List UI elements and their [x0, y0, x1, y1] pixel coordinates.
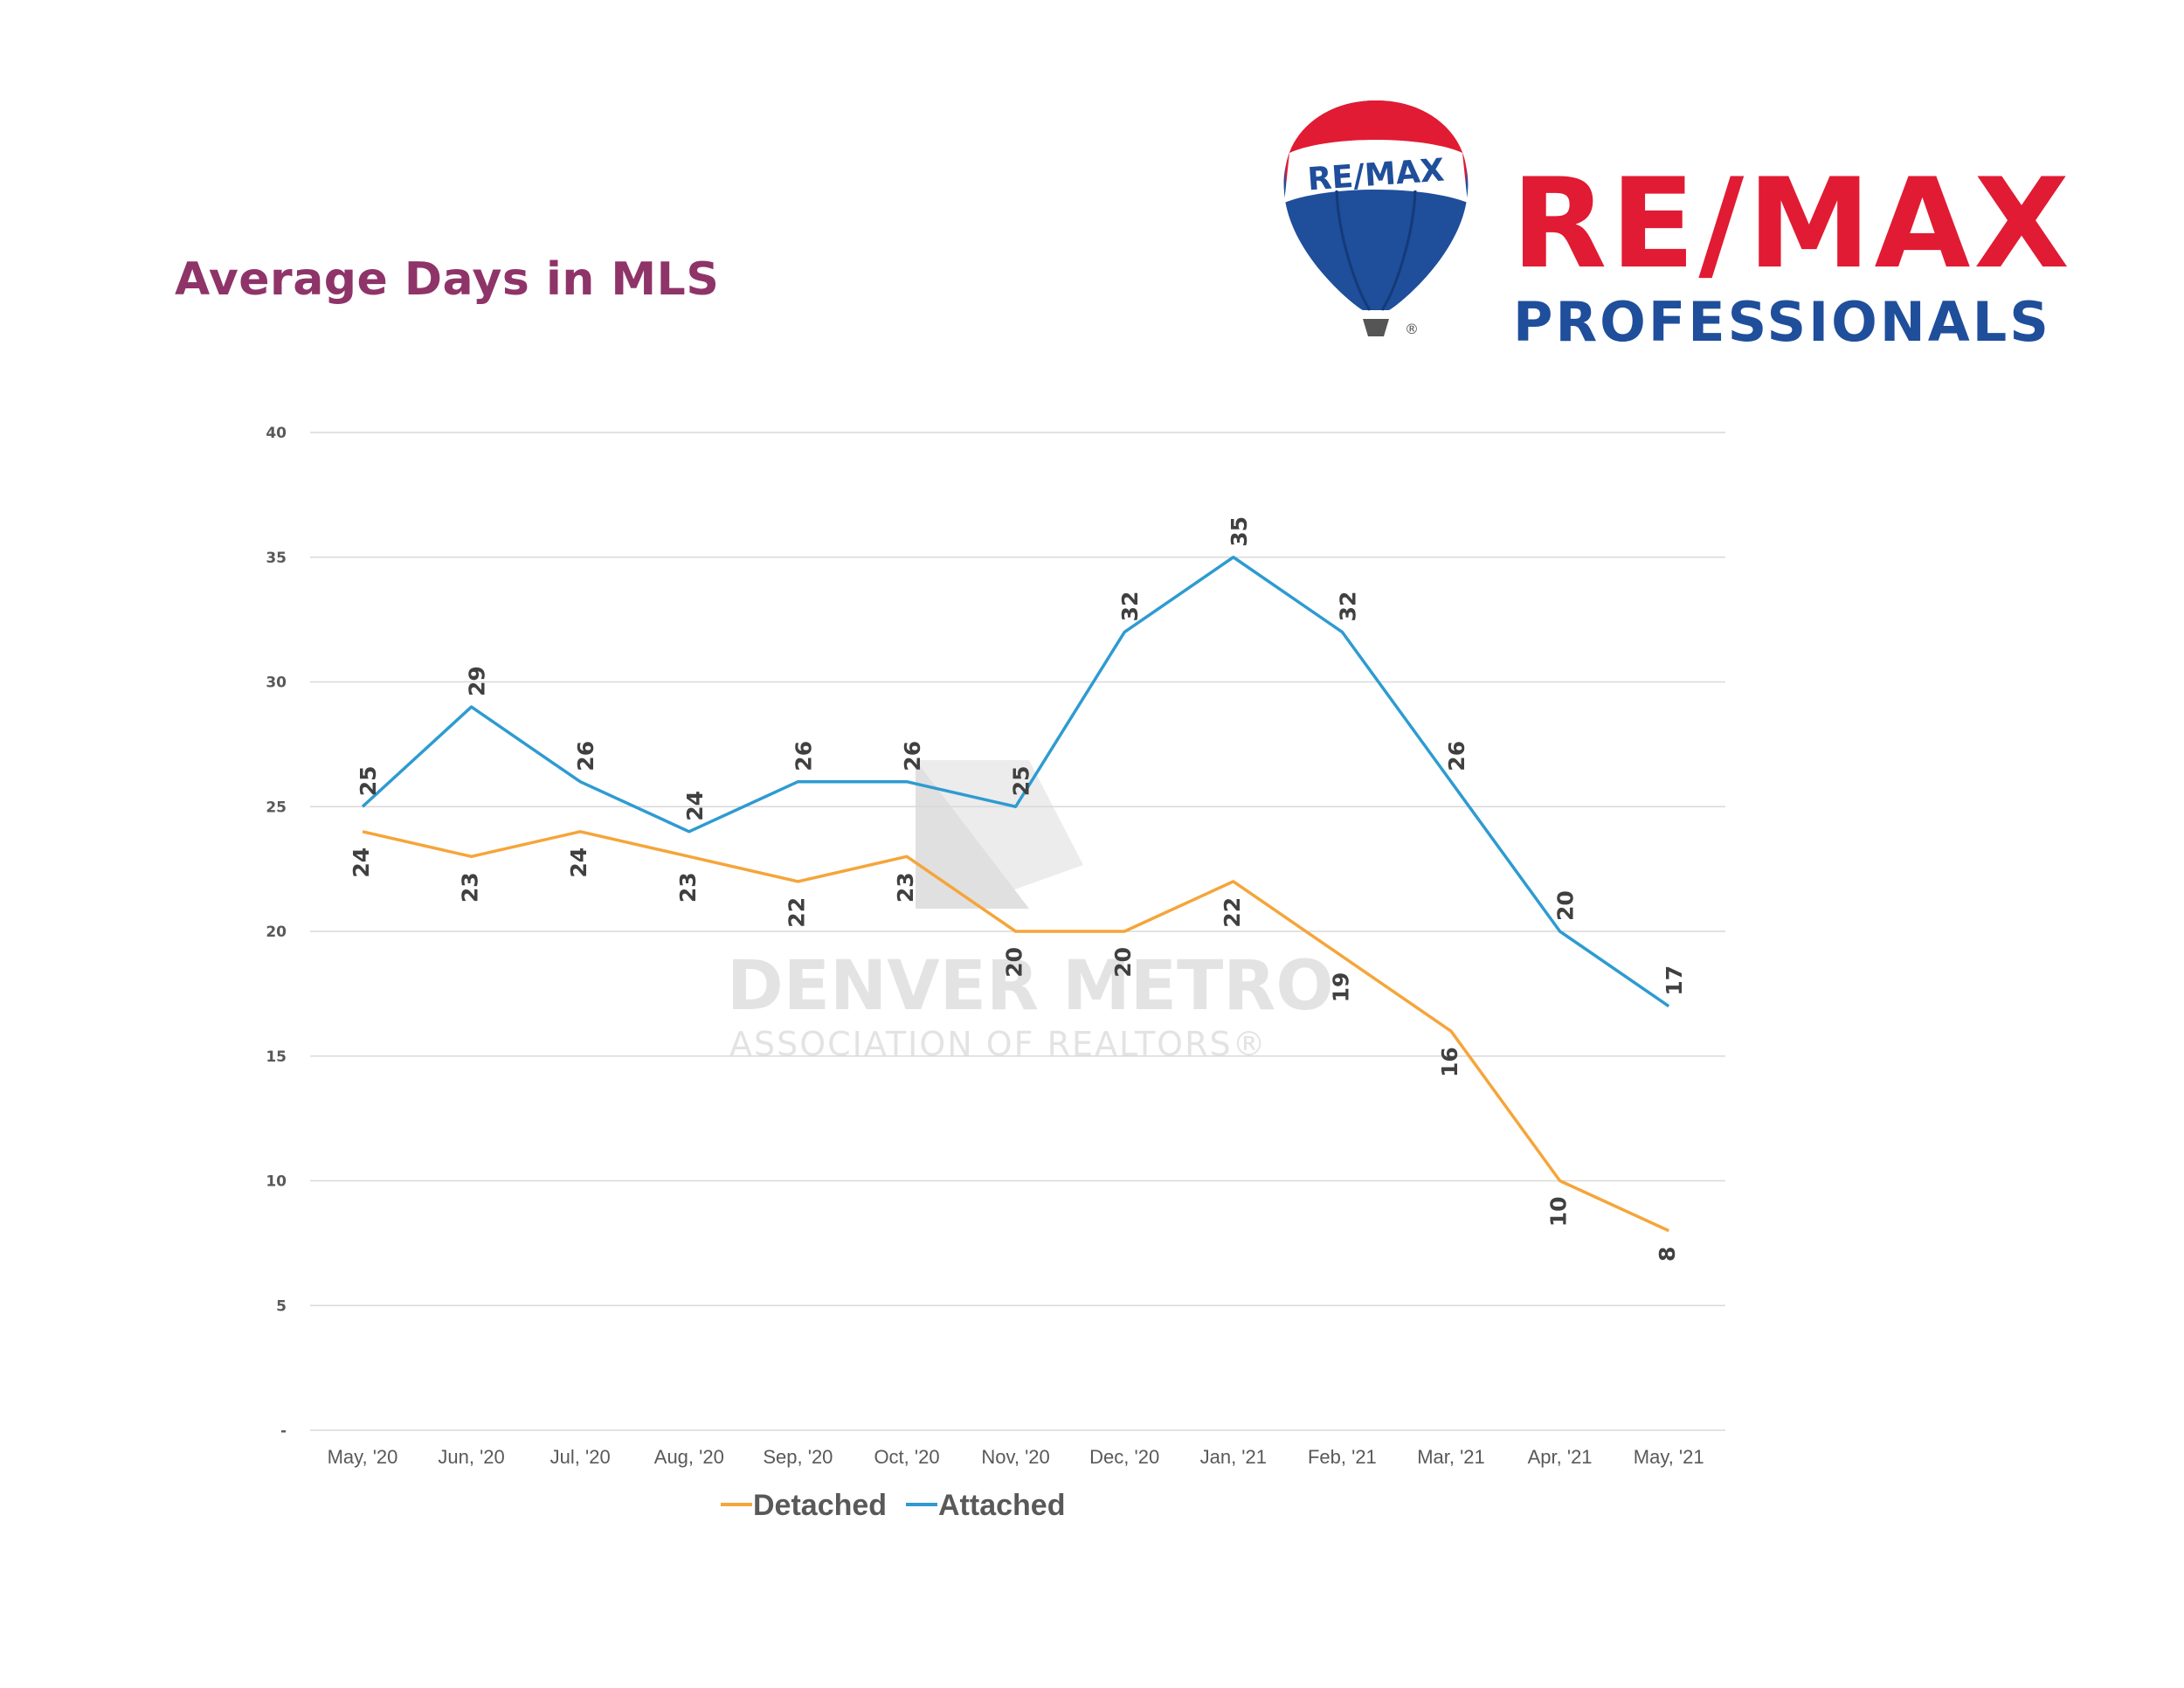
y-tick-label: 25	[266, 799, 287, 816]
watermark-title: DENVER METRO	[727, 947, 1334, 1026]
y-tick-label: 40	[266, 425, 287, 442]
remax-logo: RE/MAX ® RE/MAX PROFESSIONALS	[1283, 100, 2073, 349]
x-tick-label: Dec, '20	[1089, 1446, 1159, 1468]
data-label-detached: 24	[566, 847, 591, 878]
data-label-attached: 26	[900, 741, 925, 771]
y-tick-label: 10	[266, 1173, 287, 1191]
data-label-attached: 35	[1227, 516, 1252, 547]
watermark-subtitle: ASSOCIATION OF REALTORS®	[729, 1025, 1268, 1063]
data-label-attached: 25	[356, 765, 381, 796]
x-tick-label: Jul, '20	[550, 1446, 611, 1468]
data-label-detached: 20	[1002, 947, 1027, 978]
data-label-attached: 29	[465, 666, 490, 696]
y-tick-label: 5	[276, 1297, 287, 1315]
x-tick-label: Apr, '21	[1528, 1446, 1593, 1468]
data-label-detached: 23	[675, 872, 701, 903]
y-tick-label: 35	[266, 550, 287, 567]
data-label-attached: 32	[1335, 591, 1360, 622]
x-tick-label: Nov, '20	[981, 1446, 1049, 1468]
data-label-detached: 23	[893, 872, 918, 903]
data-label-detached: 20	[1110, 947, 1136, 978]
series-lines	[361, 556, 1670, 1233]
data-label-attached: 26	[573, 741, 598, 771]
data-label-detached: 22	[784, 897, 809, 928]
y-tick-label: -	[280, 1422, 287, 1440]
data-label-attached: 26	[1444, 741, 1469, 771]
gridlines	[310, 432, 1725, 1431]
x-tick-label: Oct, '20	[874, 1446, 939, 1468]
data-label-detached: 16	[1437, 1047, 1462, 1077]
x-tick-label: May, '20	[328, 1446, 398, 1468]
x-axis-ticks: May, '20 Jun, '20 Jul, '20 Aug, '20 Sep, '20…	[328, 1446, 1704, 1468]
legend: Detached Attached	[721, 1489, 1065, 1522]
data-label-attached: 26	[791, 741, 816, 771]
x-tick-label: Mar, '21	[1417, 1446, 1485, 1468]
data-label-detached: 19	[1328, 972, 1353, 1003]
x-tick-label: Sep, '20	[763, 1446, 833, 1468]
series-line-detached	[362, 830, 1669, 1233]
data-label-detached: 24	[349, 847, 374, 878]
y-tick-label: 30	[266, 675, 287, 692]
x-tick-label: Aug, '20	[654, 1446, 724, 1468]
x-tick-label: Feb, '21	[1308, 1446, 1377, 1468]
data-label-attached: 25	[1009, 765, 1034, 796]
watermark: DENVER METRO ASSOCIATION OF REALTORS®	[727, 760, 1334, 1063]
data-label-attached: 17	[1662, 965, 1687, 996]
data-label-detached: 23	[458, 872, 483, 903]
legend-label: Detached	[753, 1489, 887, 1522]
x-tick-label: Jan, '21	[1200, 1446, 1267, 1468]
y-tick-label: 15	[266, 1048, 287, 1066]
data-label-attached: 32	[1117, 591, 1143, 622]
brand-wordmark: RE/MAX	[1511, 152, 2073, 296]
data-label-attached: 24	[682, 791, 708, 821]
brand-subtext: PROFESSIONALS	[1513, 290, 2051, 349]
data-labels: 24 23 24 23 22 23 20 20 22 19 16 10 8 25 29 26 24 26 26 25 3…	[349, 516, 1687, 1262]
series-line-attached	[361, 556, 1670, 1008]
page-title: Average Days in MLS	[175, 253, 720, 306]
balloon-icon: RE/MAX ®	[1283, 100, 1469, 337]
x-tick-label: May, '21	[1634, 1446, 1704, 1468]
y-axis-ticks: - 5 10 15 20 25 30 35 40	[266, 425, 287, 1440]
data-label-attached: 20	[1553, 890, 1579, 921]
data-label-detached: 8	[1655, 1247, 1680, 1262]
data-label-detached: 10	[1546, 1197, 1572, 1228]
x-tick-label: Jun, '20	[438, 1446, 504, 1468]
y-tick-label: 20	[266, 924, 287, 941]
data-label-detached: 22	[1220, 897, 1245, 928]
legend-label: Attached	[938, 1489, 1065, 1522]
registered-mark: ®	[1405, 321, 1419, 337]
